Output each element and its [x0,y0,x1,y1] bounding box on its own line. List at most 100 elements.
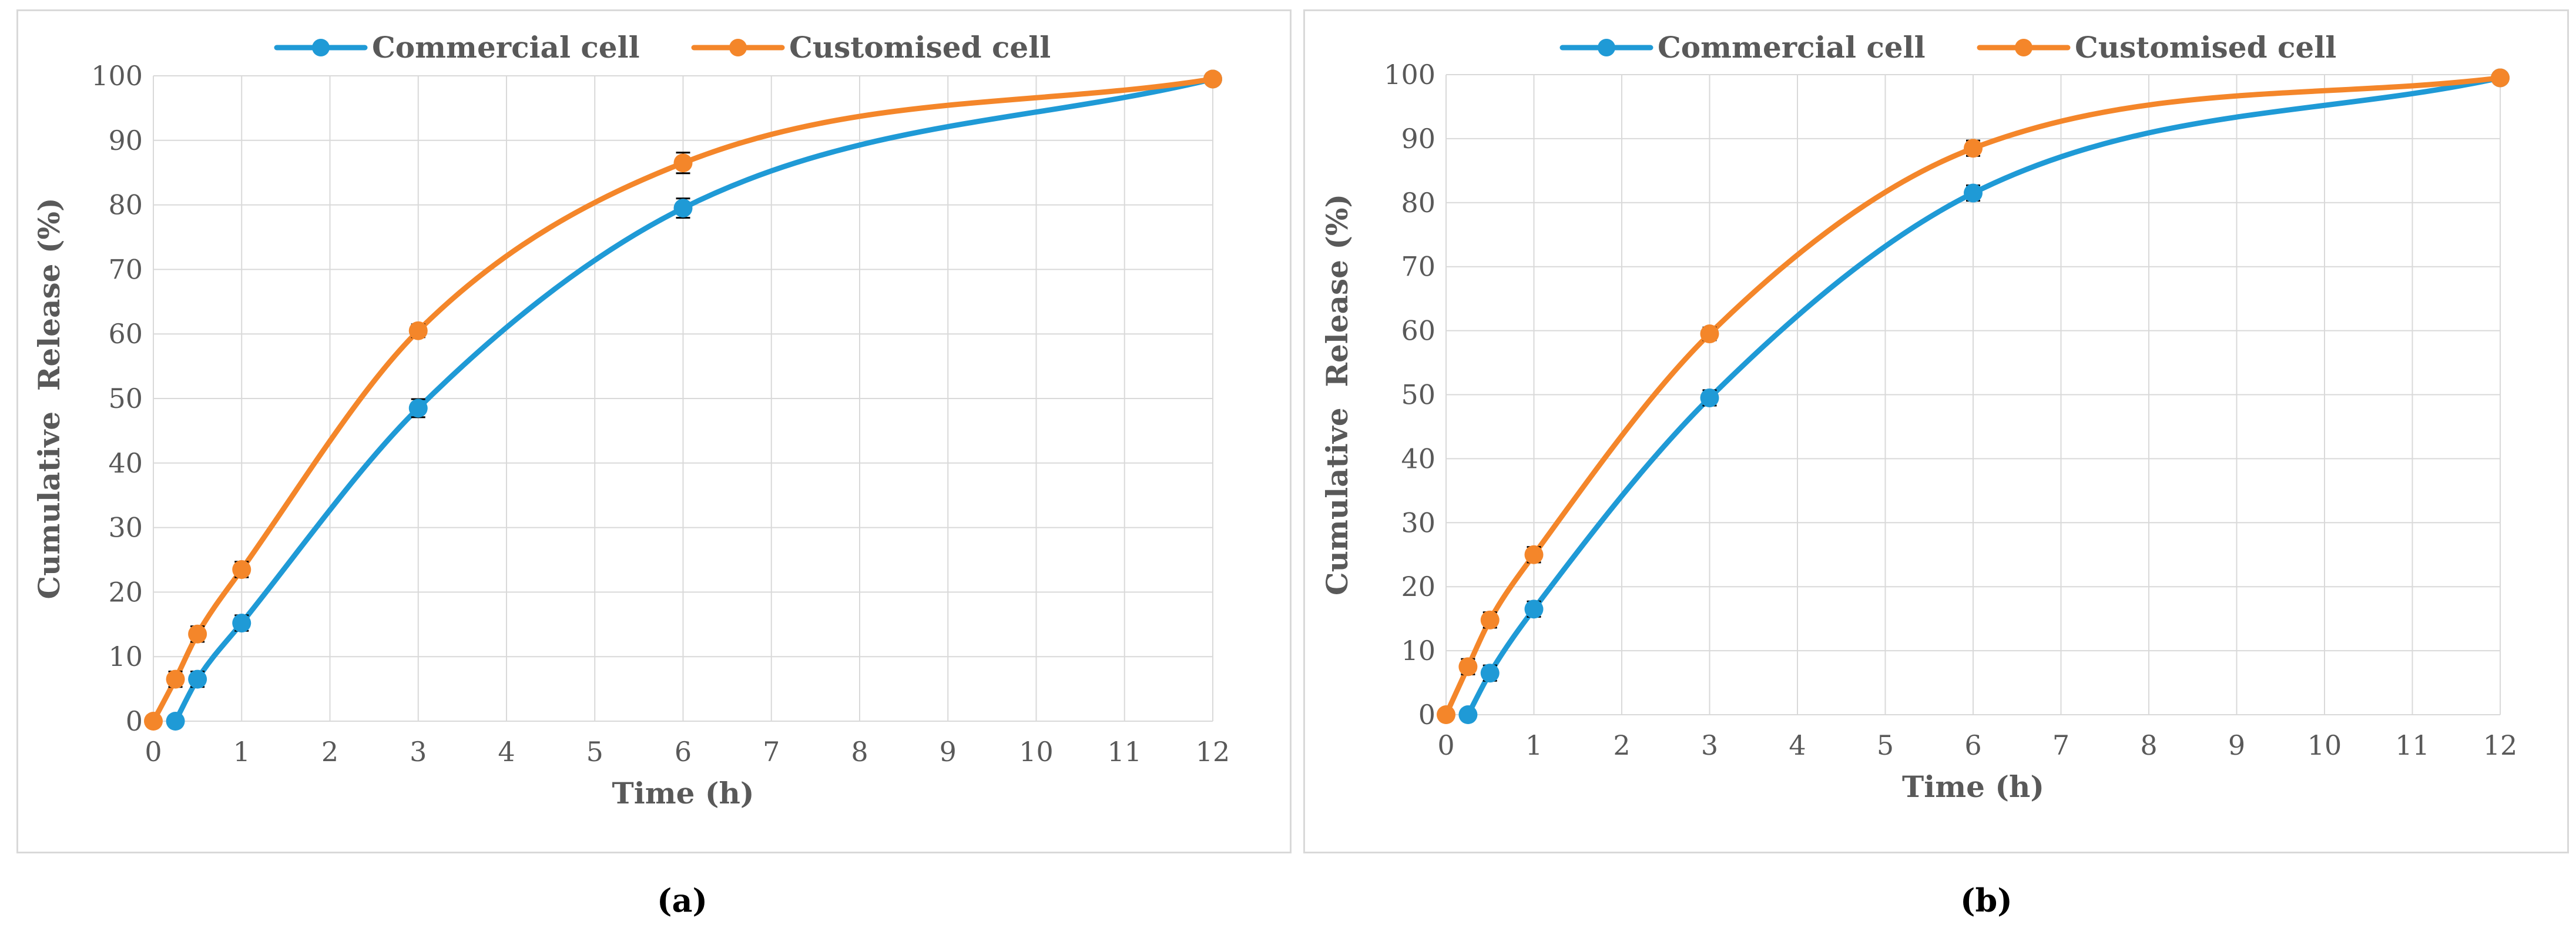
legend-swatch-marker [1598,39,1615,56]
data-point [1964,183,1983,203]
data-point [1524,600,1544,619]
gridlines [153,75,1213,722]
y-tick-label: 60 [1401,315,1435,347]
data-point [2491,68,2510,88]
data-point [232,560,251,579]
data-point [1964,139,1983,158]
data-point [166,712,185,731]
y-tick-label: 10 [1401,635,1435,667]
x-tick-label: 4 [1789,729,1806,761]
gridlines [1445,74,2501,715]
panel-label-b: (b) [1960,882,2012,919]
x-tick-label: 4 [498,736,515,768]
y-tick-label: 80 [108,189,143,221]
x-tick-label: 7 [2052,729,2069,761]
x-tick-label: 3 [410,736,427,768]
x-tick-label: 8 [2140,729,2157,761]
y-tick-label: 90 [108,125,143,156]
y-tick-label: 0 [126,705,143,737]
data-point [1437,705,1455,724]
series-line [1465,75,2503,718]
x-tick-label: 3 [1701,729,1718,761]
y-tick-label: 30 [1401,507,1435,538]
data-point [1458,657,1478,677]
x-tick-label: 12 [2483,729,2518,761]
x-tick-label: 0 [1437,729,1454,761]
data-point [232,614,251,633]
series-customised-cell [144,69,1222,731]
x-tick-label: 0 [145,736,162,768]
y-tick-label: 10 [108,641,143,672]
y-tick-label: 30 [108,512,143,544]
legend-swatch-marker [729,39,747,56]
legend-swatch-marker [312,39,330,56]
x-tick-label: 11 [2395,729,2430,761]
y-tick-label: 50 [108,383,143,414]
data-point [188,624,207,644]
series-customised-cell [1437,68,2510,724]
legend-label: Commercial cell [372,30,640,65]
panel-label-a: (a) [657,882,708,919]
x-axis-title: Time (h) [1902,769,2044,804]
x-tick-label: 2 [1613,729,1630,761]
data-point [1203,69,1222,89]
x-tick-label: 5 [1877,729,1894,761]
x-tick-label: 12 [1196,736,1230,768]
x-tick-label: 11 [1107,736,1142,768]
chart-panel-a: 0 10 20 30 40 50 60 70 80 90 100 0 1 2 3 4 5 6 7 8 9 10 11 12 Ti… [16,9,1292,853]
legend-swatch-marker [2015,39,2032,56]
series-commercial-cell [1458,68,2510,724]
series-commercial-cell [166,69,1222,731]
legend-label: Customised cell [2075,30,2336,65]
x-tick-label: 5 [586,736,603,768]
data-point [1700,388,1719,407]
y-tick-label: 40 [1401,443,1435,474]
y-axis-title: Cumulative Release (%) [1320,194,1354,595]
x-tick-label: 9 [940,736,957,768]
x-tick-label: 1 [1525,729,1542,761]
y-tick-label: 50 [1401,379,1435,411]
y-tick-label: 70 [1401,251,1435,283]
x-tick-label: 10 [2307,729,2342,761]
x-tick-label: 7 [763,736,780,768]
x-tick-label: 9 [2228,729,2245,761]
legend-label: Commercial cell [1658,30,1926,65]
data-point [673,153,693,173]
y-tick-label: 100 [1384,59,1435,91]
data-point [408,321,428,340]
x-tick-label: 10 [1019,736,1054,768]
legend-label: Customised cell [789,30,1051,65]
data-point [1700,324,1719,344]
legend: Commercial cell Customised cell [274,30,1051,65]
x-tick-label: 1 [233,736,250,768]
data-point [188,669,207,689]
data-point [1524,545,1544,564]
y-tick-label: 0 [1418,699,1435,731]
x-axis-title: Time (h) [612,776,754,811]
y-tick-label: 70 [108,253,143,285]
y-tick-label: 80 [1401,187,1435,219]
data-point [673,199,693,218]
data-point [1458,705,1478,724]
y-tick-label: 100 [91,60,143,92]
data-point [166,669,185,689]
legend: Commercial cell Customised cell [1559,30,2336,65]
data-point [1480,610,1500,629]
y-tick-label: 60 [108,318,143,350]
y-tick-label: 40 [108,447,143,479]
y-tick-label: 20 [108,576,143,608]
x-tick-label: 6 [675,736,692,768]
y-tick-label: 20 [1401,571,1435,602]
x-tick-label: 2 [321,736,338,768]
chart-panel-b: 0 10 20 30 40 50 60 70 80 90 100 0 1 2 3 4 5 6 7 8 9 10 11 12 Ti… [1303,9,2569,853]
series-line [173,76,1216,724]
x-tick-label: 8 [851,736,868,768]
data-point [144,712,163,731]
y-axis-title: Cumulative Release (%) [32,197,66,599]
y-tick-label: 90 [1401,123,1435,155]
data-point [408,398,428,418]
data-point [1480,664,1500,683]
x-tick-label: 6 [1964,729,1981,761]
